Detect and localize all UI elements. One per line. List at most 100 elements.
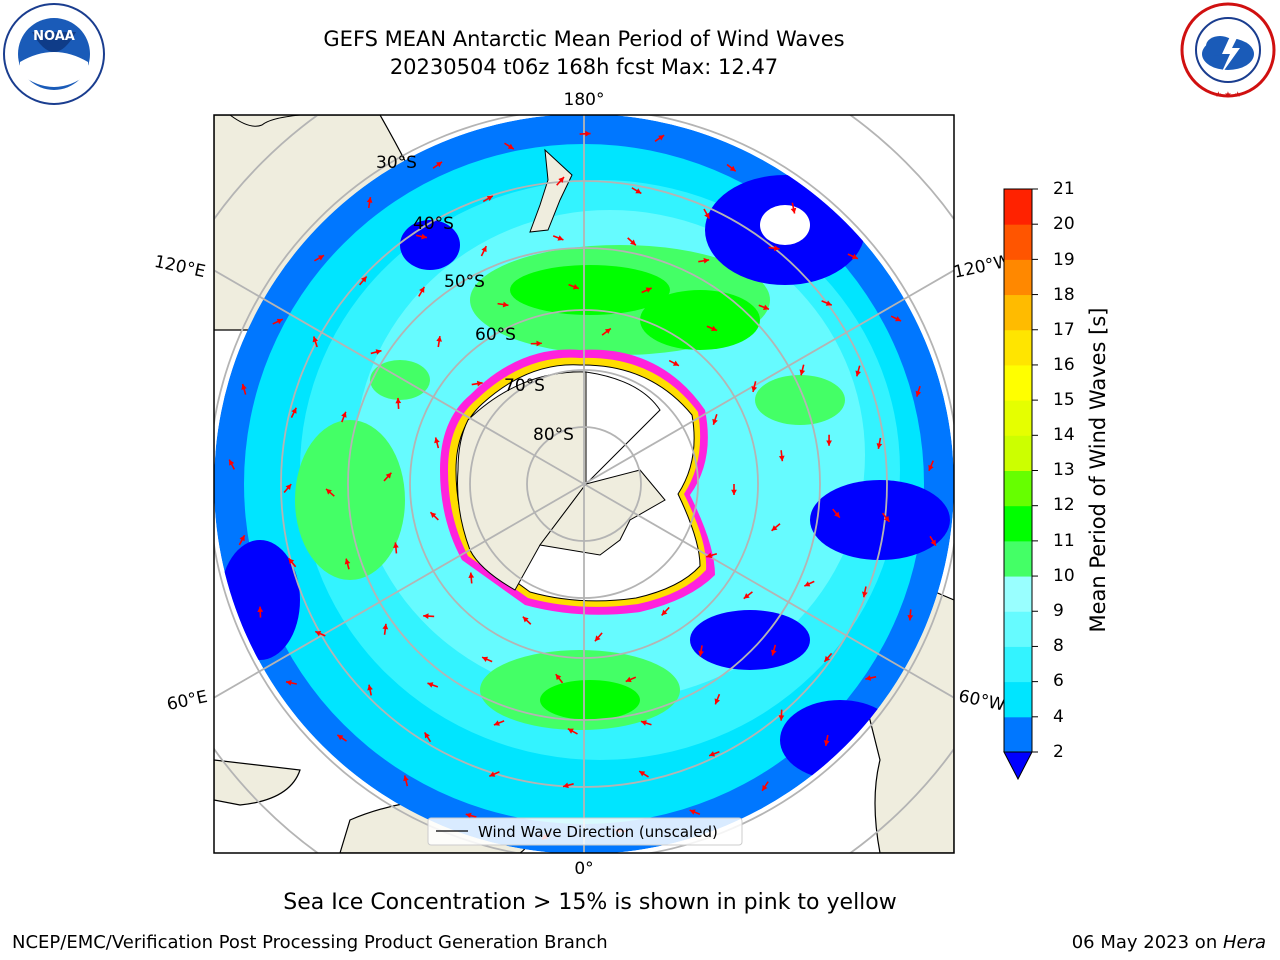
wave-direction-arrowhead xyxy=(421,233,427,240)
colorbar-segment xyxy=(1004,470,1032,507)
colorbar-segment xyxy=(1004,329,1032,366)
wave-direction-arrowhead xyxy=(804,581,811,587)
wave-direction-arrowhead xyxy=(493,720,500,726)
wave-direction-arrowhead xyxy=(241,384,247,390)
lat-label-70s: 70°S xyxy=(504,376,545,396)
colorbar-segment xyxy=(1004,716,1032,753)
lat-label-40s: 40°S xyxy=(413,214,454,234)
cb-tick-9: 9 xyxy=(1053,601,1064,621)
wave-direction-arrowhead xyxy=(507,143,514,150)
wave-direction-arrowhead xyxy=(555,674,562,681)
wave-direction-arrowhead xyxy=(876,443,883,449)
wave-direction-arrowhead xyxy=(658,135,665,141)
lat-label-60s: 60°S xyxy=(475,325,516,345)
wave-direction-arrowhead xyxy=(482,656,489,662)
cb-tick-15: 15 xyxy=(1053,390,1075,410)
wave-direction-arrowhead xyxy=(704,212,710,219)
wave-direction-arrowhead xyxy=(762,784,768,791)
cb-tick-12: 12 xyxy=(1053,495,1075,515)
wave-direction-arrowhead xyxy=(385,472,392,479)
colorbar-segment xyxy=(1004,364,1032,401)
wave-direction-arrowhead xyxy=(709,751,716,757)
wave-direction-arrowhead xyxy=(286,680,292,686)
footer-machine: Hera xyxy=(1222,932,1266,953)
noaa-text: NOAA xyxy=(33,29,75,44)
cb-tick-4: 4 xyxy=(1053,707,1064,727)
map-frame xyxy=(213,114,955,854)
colorbar-segment xyxy=(1004,505,1032,542)
wave-direction-arrowhead xyxy=(826,440,832,446)
lon-label-60e: 60°E xyxy=(165,687,209,715)
wave-direction-arrowhead xyxy=(689,809,696,815)
wave-direction-arrowhead xyxy=(915,390,922,397)
wave-direction-arrowhead xyxy=(285,484,292,490)
wave-direction-arrowhead xyxy=(502,301,509,308)
footer-date: 06 May 2023 on Hera xyxy=(1072,932,1266,953)
cb-tick-2: 2 xyxy=(1053,742,1064,762)
wave-direction-arrowhead xyxy=(536,340,542,347)
wave-direction-arrowhead xyxy=(489,771,496,777)
wave-direction-arrowhead xyxy=(790,207,797,214)
wave-direction-arrowhead xyxy=(763,304,769,311)
wave-direction-arrowhead xyxy=(337,734,344,741)
wave-direction-arrowhead xyxy=(698,650,704,657)
wave-direction-arrowhead xyxy=(907,614,914,621)
colorbar-segment xyxy=(1004,540,1032,577)
wave-direction-arrowhead xyxy=(419,286,425,293)
wave-direction-arrowhead xyxy=(382,623,389,630)
wave-direction-arrowhead xyxy=(834,511,840,518)
colorbar-segment xyxy=(1004,576,1032,612)
cb-tick-8: 8 xyxy=(1053,636,1064,656)
wave-direction-arrowhead xyxy=(703,257,710,264)
wave-direction-arrowhead xyxy=(661,609,668,616)
wave-direction-arrowhead xyxy=(395,397,402,404)
wave-direction-arrowhead xyxy=(318,255,325,261)
wave-direction-arrowhead xyxy=(315,630,322,637)
wave-direction-arrowhead xyxy=(729,165,736,172)
wave-direction-arrowhead xyxy=(714,698,720,705)
cb-tick-11: 11 xyxy=(1053,531,1075,551)
cb-tick-6: 6 xyxy=(1053,671,1064,691)
wave-direction-arrowhead xyxy=(823,740,830,746)
wave-direction-arrowhead xyxy=(423,613,429,619)
cb-tick-20: 20 xyxy=(1053,214,1075,234)
wave-direction-arrowhead xyxy=(751,386,758,392)
cb-tick-19: 19 xyxy=(1053,250,1075,270)
wave-direction-arrowhead xyxy=(825,300,832,306)
colorbar xyxy=(1003,188,1038,781)
wave-direction-arrowhead xyxy=(434,437,440,444)
footer-date-text: 06 May 2023 on xyxy=(1071,932,1223,953)
wave-direction-arrowhead xyxy=(481,246,487,253)
wave-direction-arrowhead xyxy=(625,676,632,683)
cb-tick-14: 14 xyxy=(1053,425,1075,445)
wave-direction-arrowhead xyxy=(799,369,806,376)
wave-direction-arrowhead xyxy=(326,488,332,495)
wave-direction-arrowhead xyxy=(239,535,245,542)
wave-direction-arrowhead xyxy=(645,287,652,293)
wave-direction-arrowhead xyxy=(291,407,297,414)
wave-direction-arrowhead xyxy=(773,245,780,252)
wave-direction-arrowhead xyxy=(771,649,777,656)
wave-direction-arrowhead xyxy=(486,195,493,202)
wave-direction-arrowhead xyxy=(393,542,399,548)
wave-direction-arrowhead xyxy=(672,360,679,366)
wave-direction-arrowhead xyxy=(436,161,443,168)
sea-ice-note: Sea Ice Concentration > 15% is shown in … xyxy=(283,890,897,915)
lon-label-60w: 60°W xyxy=(957,686,1007,715)
wave-direction-arrowhead xyxy=(711,325,718,332)
wave-direction-arrowhead xyxy=(567,728,574,734)
wave-direction-arrowhead xyxy=(778,455,785,462)
colorbar-segment xyxy=(1004,224,1032,260)
colorbar-segment xyxy=(1004,294,1032,331)
wave-direction-arrowhead xyxy=(557,235,564,241)
cb-tick-16: 16 xyxy=(1053,355,1075,375)
wave-direction-arrowhead xyxy=(229,459,235,466)
chart-title: GEFS MEAN Antarctic Mean Period of Wind … xyxy=(323,27,845,51)
wave-direction-arrowhead xyxy=(635,188,642,194)
lon-label-0: 0° xyxy=(574,859,593,879)
wave-direction-arrowhead xyxy=(403,775,409,782)
wave-direction-arrowhead xyxy=(824,655,831,662)
wave-direction-arrowhead xyxy=(522,616,529,623)
wave-direction-arrowhead xyxy=(468,572,475,579)
wave-direction-arrowhead xyxy=(341,411,347,418)
